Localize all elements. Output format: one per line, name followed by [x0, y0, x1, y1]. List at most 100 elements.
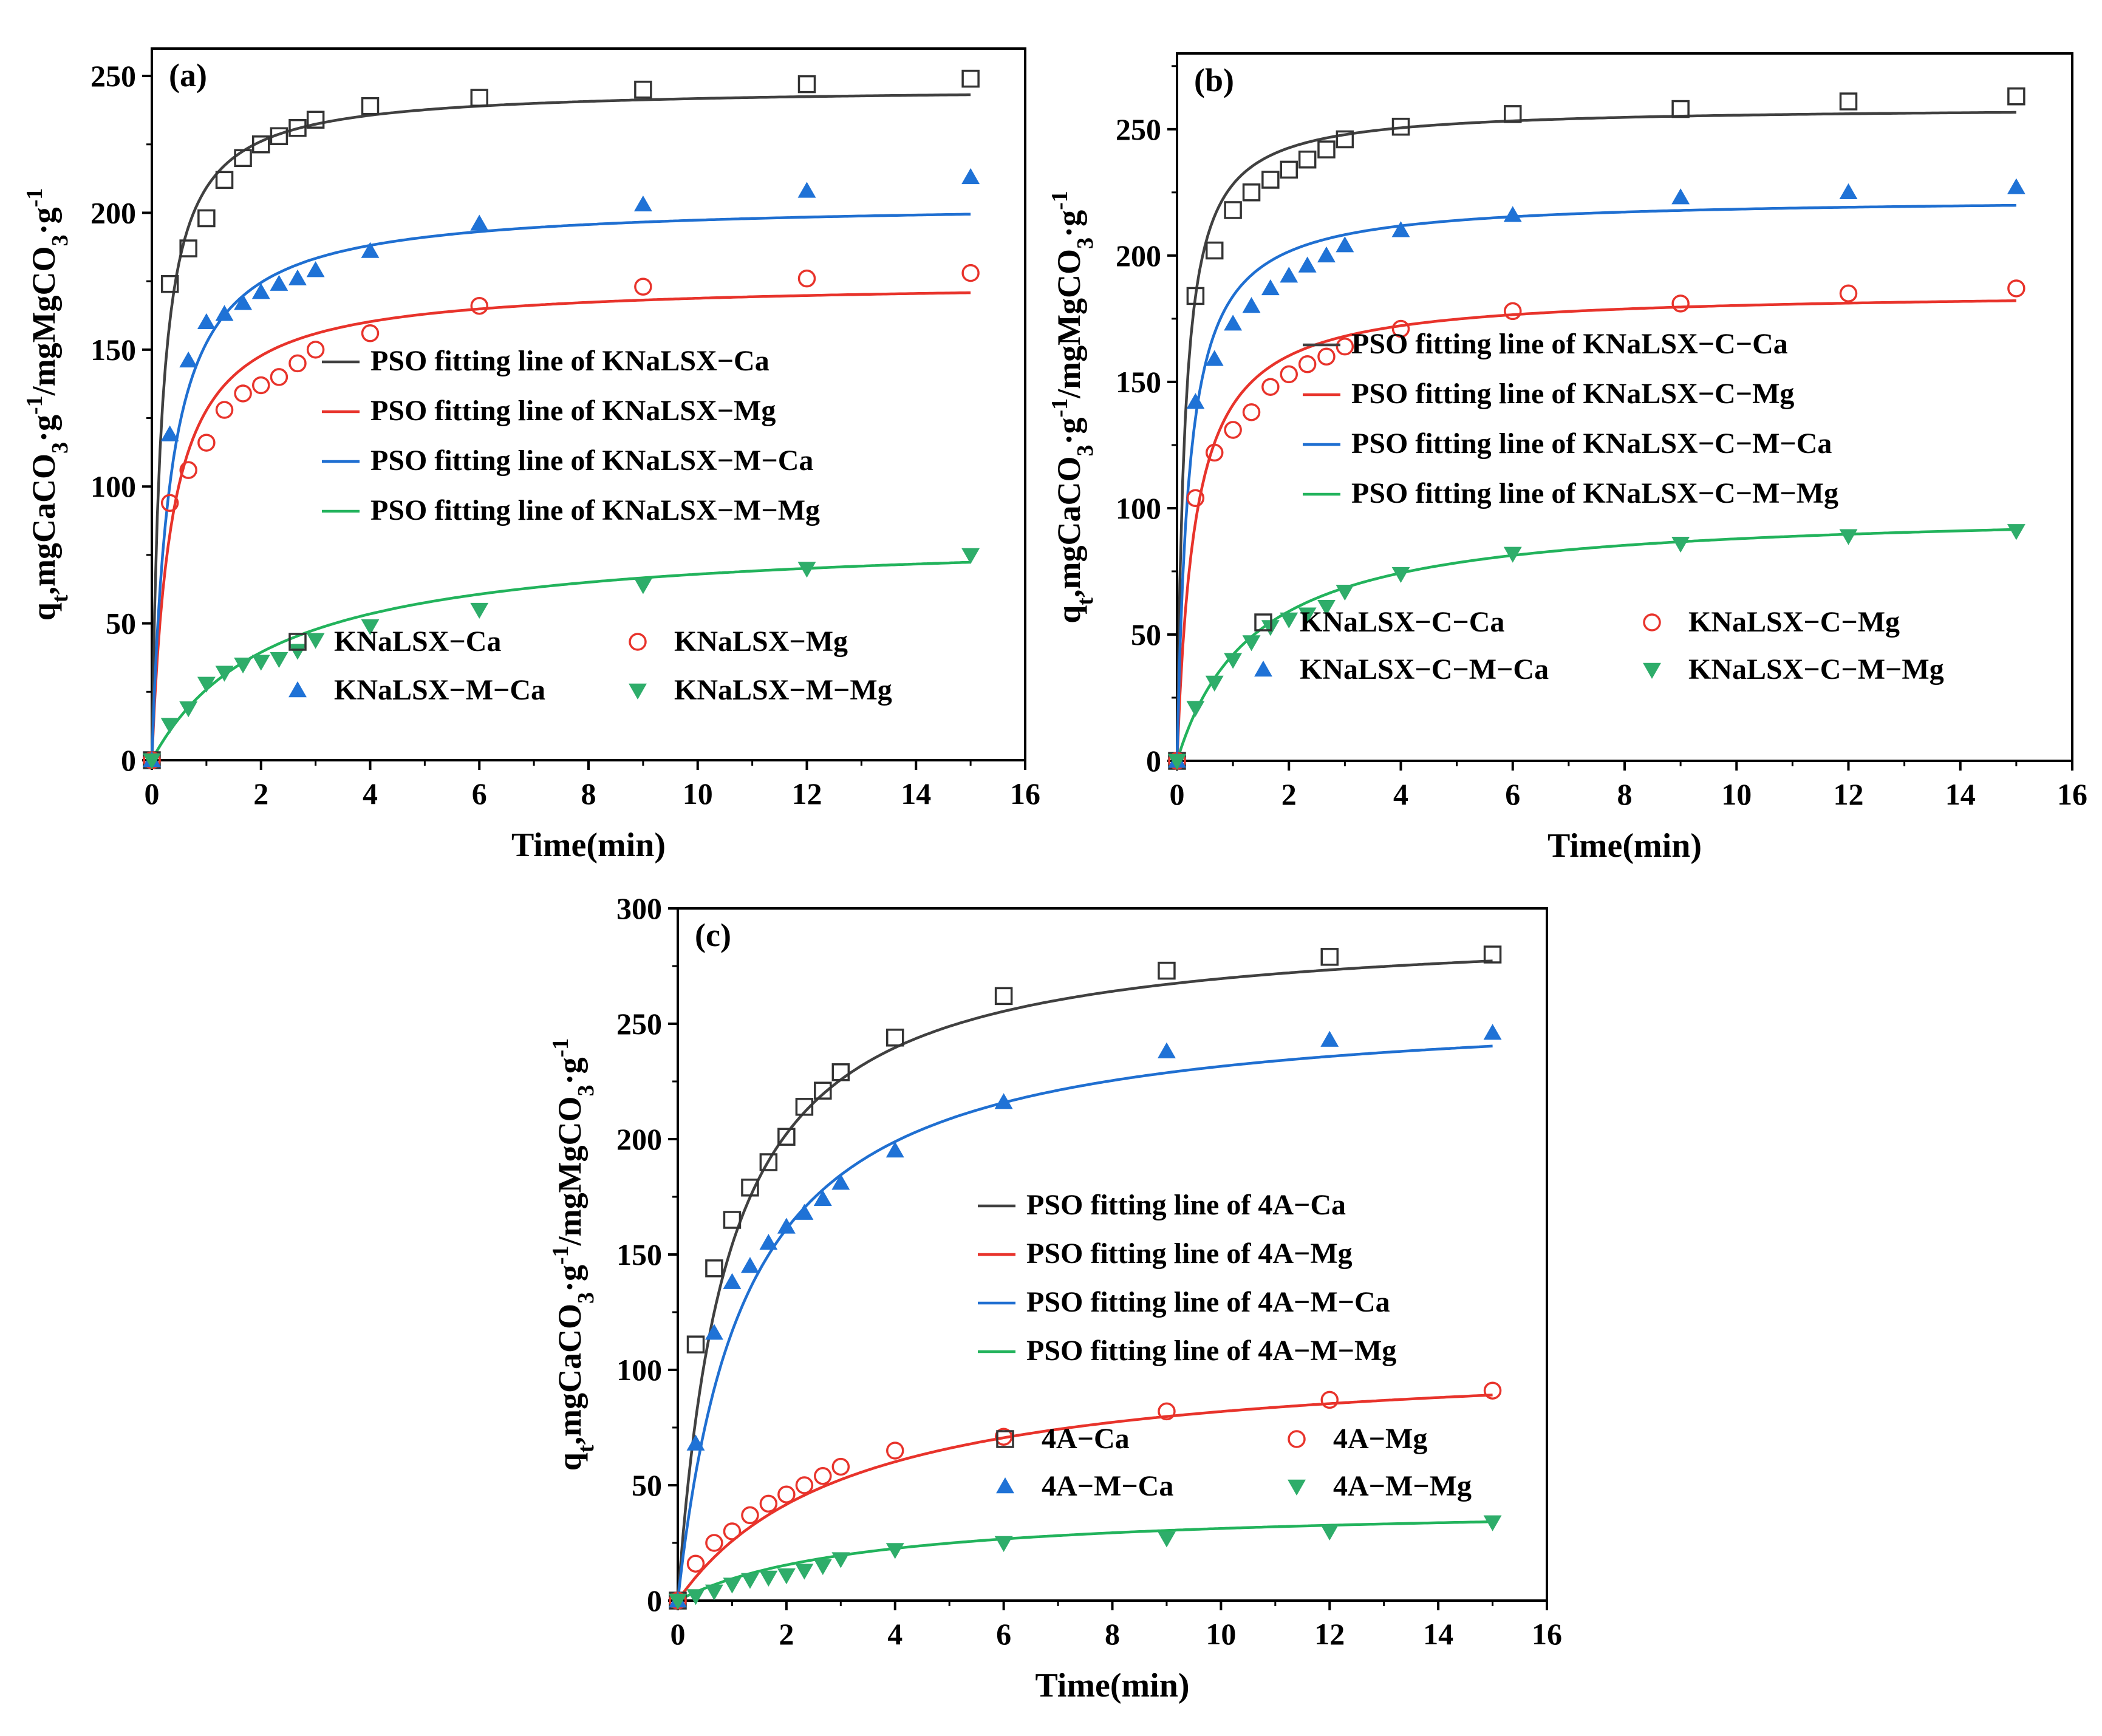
- data-point-Ca: [634, 80, 652, 99]
- data-point-Mg: [831, 1457, 850, 1476]
- legend-fit-label: PSO fitting line of KNaLSX−C−M−Mg: [1351, 477, 1838, 509]
- legend-marker-label: KNaLSX−C−Ca: [1300, 606, 1504, 638]
- data-point-Ca: [795, 1098, 814, 1116]
- legend-marker-swatch: [629, 683, 647, 700]
- data-point-Mg: [705, 1534, 723, 1552]
- data-point-MCa: [470, 214, 489, 231]
- data-point-MMg: [669, 1593, 687, 1610]
- y-tick-label: 300: [616, 891, 662, 925]
- x-tick-label: 12: [1314, 1617, 1345, 1651]
- data-point-MCa: [741, 1257, 759, 1273]
- x-tick-label: 16: [1532, 1617, 1562, 1651]
- data-point-MCa: [1205, 350, 1224, 366]
- data-point-MMg: [143, 753, 161, 769]
- data-point-MMg: [741, 1573, 759, 1589]
- data-point-MMg: [1483, 1515, 1502, 1531]
- data-point-Ca: [1186, 287, 1205, 305]
- data-point-Mg: [270, 368, 288, 386]
- data-point-MCa: [234, 294, 253, 310]
- data-point-Mg: [179, 461, 197, 479]
- legend-marker-label: 4A−Mg: [1333, 1423, 1427, 1455]
- x-tick-label: 6: [1505, 777, 1520, 811]
- x-axis-label: Time(min): [1547, 827, 1702, 865]
- data-point-Mg: [686, 1554, 705, 1573]
- data-point-Mg: [723, 1522, 742, 1540]
- data-point-Ca: [1320, 948, 1339, 966]
- legend-fit-label: PSO fitting line of KNaLSX−Mg: [370, 395, 776, 427]
- data-point-MMg: [1280, 612, 1298, 628]
- fit-line-MCa: [150, 213, 971, 761]
- data-point-Mg: [1320, 1391, 1339, 1409]
- x-tick-label: 0: [1170, 777, 1185, 811]
- x-tick-label: 4: [887, 1617, 903, 1651]
- data-point-MMg: [179, 701, 198, 718]
- data-point-MCa: [2007, 178, 2025, 194]
- data-point-Ca: [886, 1029, 904, 1047]
- data-point-Mg: [1504, 302, 1522, 321]
- data-point-Ca: [1224, 201, 1242, 219]
- y-tick-label: 0: [1146, 744, 1161, 778]
- data-point-MCa: [215, 305, 234, 321]
- data-point-MCa: [160, 425, 179, 441]
- legend-fit-label: PSO fitting line of 4A−Ca: [1026, 1189, 1346, 1221]
- data-point-MCa: [1224, 315, 1243, 331]
- data-point-MCa: [723, 1273, 742, 1289]
- x-axis-label: Time(min): [1035, 1667, 1189, 1704]
- fit-line-Ca: [150, 93, 971, 761]
- data-point-MMg: [795, 1564, 814, 1580]
- data-point-Ca: [1317, 140, 1336, 158]
- panel-2: 0 2 4 6 8 10 12 14 16 0 50 100 150 200 250 300 Time(min)…: [548, 891, 1562, 1704]
- data-point-MCa: [1261, 279, 1280, 296]
- data-point-MMg: [2007, 524, 2025, 540]
- data-point-Mg: [215, 401, 234, 419]
- x-tick-label: 2: [253, 777, 268, 811]
- data-point-Mg: [1261, 378, 1280, 396]
- data-point-MMg: [759, 1570, 778, 1587]
- data-point-Mg: [1280, 365, 1298, 384]
- x-tick-label: 16: [2057, 777, 2087, 811]
- data-point-Mg: [1317, 347, 1336, 366]
- data-point-Mg: [1224, 421, 1242, 439]
- y-tick-label: 100: [616, 1353, 662, 1387]
- legend-marker-label: 4A−M−Mg: [1333, 1470, 1472, 1502]
- data-point-Ca: [2007, 87, 2025, 106]
- data-point-MCa: [1503, 206, 1522, 222]
- data-point-MMg: [1242, 635, 1261, 652]
- data-point-Mg: [961, 264, 980, 282]
- data-point-Mg: [795, 1476, 814, 1494]
- y-tick-label: 150: [616, 1237, 662, 1271]
- data-point-MMg: [1839, 529, 1858, 545]
- data-point-Ca: [1504, 105, 1522, 123]
- data-point-MCa: [813, 1190, 832, 1207]
- data-point-Mg: [1242, 403, 1261, 421]
- x-tick-label: 8: [1105, 1617, 1120, 1651]
- data-point-MMg: [633, 578, 652, 594]
- data-point-Mg: [361, 324, 380, 342]
- y-tick-label: 100: [1116, 491, 1161, 525]
- panel-1: 0 2 4 6 8 10 12 14 16 0 50 100 150 200 250 Time(min) qt,…: [1047, 52, 2087, 865]
- data-point-MCa: [1242, 297, 1261, 313]
- data-point-MMg: [251, 655, 270, 671]
- x-tick-label: 10: [683, 777, 713, 811]
- data-point-Mg: [306, 341, 325, 359]
- data-point-MMg: [1336, 585, 1354, 601]
- data-point-Ca: [1242, 183, 1261, 202]
- data-point-Ca: [470, 89, 488, 107]
- x-tick-label: 16: [1010, 777, 1040, 811]
- data-point-MCa: [1298, 256, 1317, 273]
- data-point-Mg: [886, 1442, 904, 1460]
- data-point-Ca: [797, 75, 816, 94]
- legend-marker-swatch: [288, 633, 307, 651]
- data-point-Ca: [160, 274, 179, 293]
- data-point-Mg: [1391, 319, 1410, 338]
- fit-line-Ca: [1175, 111, 2016, 761]
- data-point-MCa: [795, 1203, 814, 1220]
- data-point-Mg: [994, 1428, 1013, 1446]
- data-point-Mg: [634, 277, 652, 296]
- data-point-MCa: [961, 168, 980, 185]
- data-point-Mg: [797, 269, 816, 288]
- data-point-Mg: [252, 376, 270, 395]
- data-point-Ca: [1483, 945, 1502, 964]
- data-point-Mg: [1158, 1402, 1176, 1421]
- data-point-MMg: [686, 1589, 705, 1605]
